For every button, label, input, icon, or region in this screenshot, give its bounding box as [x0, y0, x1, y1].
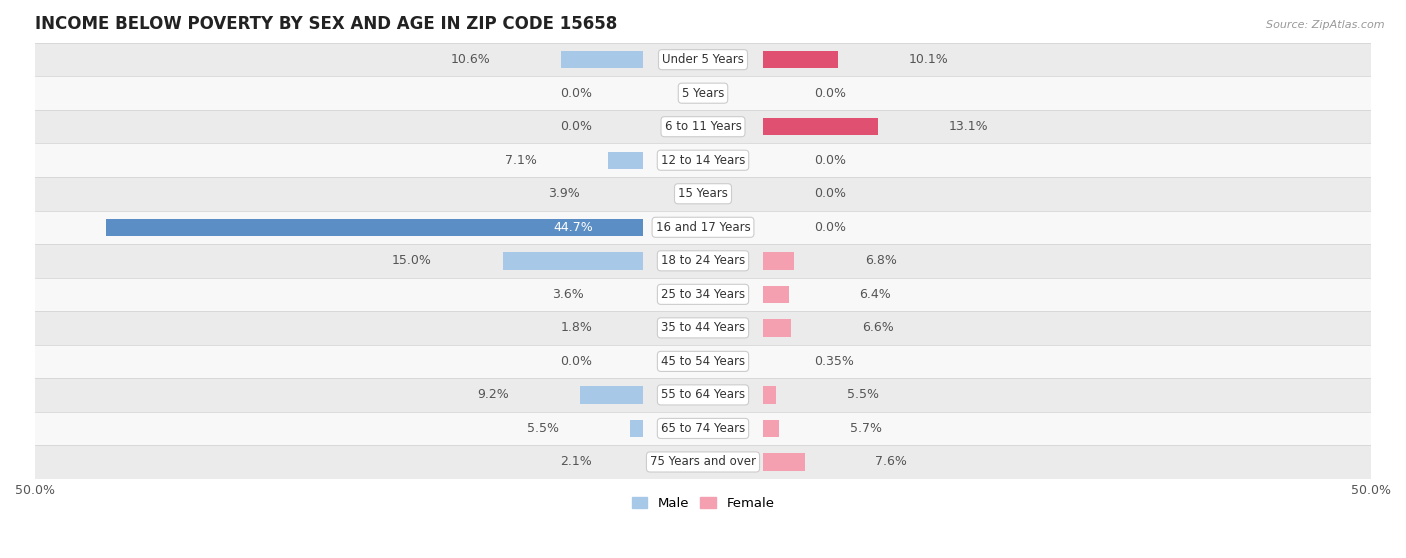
Text: 6.6%: 6.6% — [862, 321, 894, 334]
Text: 0.0%: 0.0% — [814, 221, 846, 234]
Bar — [763, 118, 877, 136]
Text: 5.5%: 5.5% — [527, 422, 558, 435]
Bar — [35, 277, 1371, 311]
Text: 0.0%: 0.0% — [814, 154, 846, 167]
Bar — [35, 210, 1371, 244]
Bar — [35, 76, 1371, 110]
Bar — [35, 345, 1371, 378]
Text: 0.0%: 0.0% — [814, 187, 846, 200]
Text: 45 to 54 Years: 45 to 54 Years — [661, 355, 745, 368]
Text: 13.1%: 13.1% — [949, 120, 988, 133]
Text: 0.35%: 0.35% — [814, 355, 853, 368]
Bar — [763, 51, 838, 69]
Text: 6.8%: 6.8% — [865, 254, 897, 267]
Text: 5.5%: 5.5% — [848, 388, 879, 401]
Text: 12 to 14 Years: 12 to 14 Years — [661, 154, 745, 167]
Bar — [35, 244, 1371, 277]
Bar — [35, 311, 1371, 345]
Text: 65 to 74 Years: 65 to 74 Years — [661, 422, 745, 435]
Text: 55 to 64 Years: 55 to 64 Years — [661, 388, 745, 401]
Text: 16 and 17 Years: 16 and 17 Years — [655, 221, 751, 234]
Text: 0.0%: 0.0% — [814, 86, 846, 100]
Text: 35 to 44 Years: 35 to 44 Years — [661, 321, 745, 334]
Bar — [630, 420, 643, 437]
Text: Source: ZipAtlas.com: Source: ZipAtlas.com — [1267, 20, 1385, 30]
Text: 7.6%: 7.6% — [876, 455, 907, 469]
Bar — [35, 143, 1371, 177]
Bar — [35, 110, 1371, 143]
Bar — [763, 386, 776, 403]
Bar — [35, 412, 1371, 445]
Bar — [35, 177, 1371, 210]
Text: 0.0%: 0.0% — [560, 355, 592, 368]
Text: 0.0%: 0.0% — [560, 86, 592, 100]
Bar — [502, 252, 643, 270]
Legend: Male, Female: Male, Female — [626, 492, 780, 516]
Text: 44.7%: 44.7% — [554, 221, 593, 234]
Bar — [609, 152, 643, 169]
Text: 3.9%: 3.9% — [548, 187, 581, 200]
Text: 10.6%: 10.6% — [451, 53, 491, 66]
Bar — [35, 43, 1371, 76]
Text: 25 to 34 Years: 25 to 34 Years — [661, 288, 745, 301]
Text: 10.1%: 10.1% — [908, 53, 949, 66]
Text: 5 Years: 5 Years — [682, 86, 724, 100]
Text: 6.4%: 6.4% — [859, 288, 891, 301]
Text: 2.1%: 2.1% — [561, 455, 592, 469]
Bar — [763, 252, 794, 270]
Bar — [35, 445, 1371, 479]
Text: 18 to 24 Years: 18 to 24 Years — [661, 254, 745, 267]
Text: 7.1%: 7.1% — [506, 154, 537, 167]
Text: 6 to 11 Years: 6 to 11 Years — [665, 120, 741, 133]
Text: 5.7%: 5.7% — [851, 422, 882, 435]
Text: 15.0%: 15.0% — [392, 254, 432, 267]
Text: INCOME BELOW POVERTY BY SEX AND AGE IN ZIP CODE 15658: INCOME BELOW POVERTY BY SEX AND AGE IN Z… — [35, 15, 617, 33]
Text: 1.8%: 1.8% — [560, 321, 592, 334]
Text: Under 5 Years: Under 5 Years — [662, 53, 744, 66]
Text: 9.2%: 9.2% — [478, 388, 509, 401]
Text: 75 Years and over: 75 Years and over — [650, 455, 756, 469]
Text: 0.0%: 0.0% — [560, 120, 592, 133]
Text: 15 Years: 15 Years — [678, 187, 728, 200]
Bar — [763, 319, 792, 336]
Text: 3.6%: 3.6% — [553, 288, 583, 301]
Bar — [581, 386, 643, 403]
Bar — [35, 378, 1371, 412]
Bar — [763, 420, 779, 437]
Bar — [105, 219, 643, 236]
Bar — [763, 286, 789, 303]
Bar — [763, 453, 804, 471]
Bar — [561, 51, 643, 69]
